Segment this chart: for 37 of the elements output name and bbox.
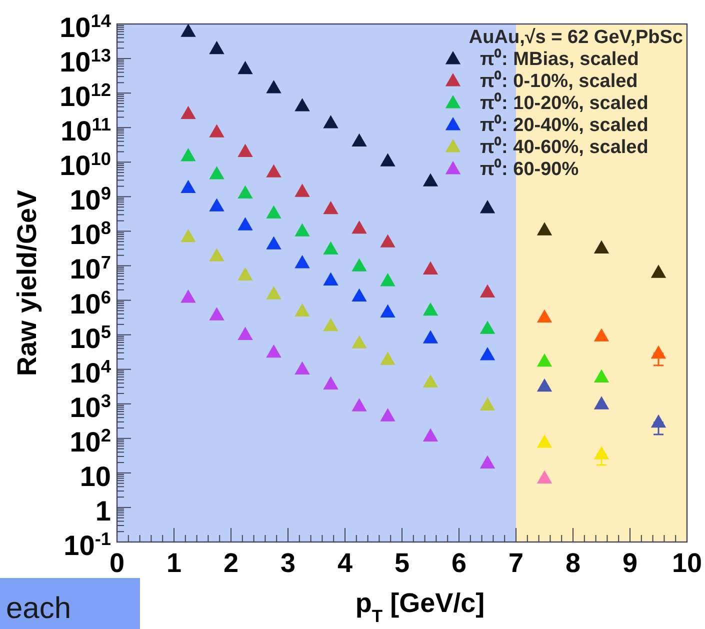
- x-tick-label: 3: [280, 548, 296, 578]
- y-tick-label: 10$^{4}$: [70, 356, 112, 388]
- x-tick-label: 0: [109, 548, 125, 578]
- legend-label: π⁰: 40-60%, scaled: [480, 136, 648, 158]
- y-tick-label: 10$^{9}$: [70, 184, 111, 216]
- y-tick-label: 10$^{13}$: [60, 46, 111, 78]
- x-axis-title: p$_{T}$ [GeV/c]: [355, 588, 485, 626]
- x-tick-label: 7: [508, 548, 524, 578]
- legend-label: π⁰: 20-40%, scaled: [480, 114, 648, 136]
- x-tick-label: 4: [337, 548, 353, 578]
- y-axis-title: Raw yield/GeV: [12, 190, 42, 376]
- x-tick-label: 5: [394, 548, 410, 578]
- legend-label: π⁰: 0-10%, scaled: [480, 70, 638, 92]
- x-tick-label: 6: [451, 548, 467, 578]
- x-tick-label: 1: [166, 548, 182, 578]
- legend-label: π⁰: 10-20%, scaled: [480, 92, 648, 114]
- y-tick-label: 10$^{-1}$: [64, 529, 111, 561]
- y-tick-label: 10$^{6}$: [70, 287, 111, 320]
- text: each: [6, 592, 72, 625]
- y-tick-label: 10$^{12}$: [60, 80, 111, 112]
- x-tick-label: 9: [622, 548, 638, 578]
- y-tick-label: 10$^{14}$: [60, 11, 112, 43]
- y-tick-label: 10: [80, 460, 111, 492]
- y-tick-label: 10$^{7}$: [70, 252, 111, 285]
- legend-label: π⁰: 60-90%: [480, 158, 579, 180]
- y-tick-label: 1: [95, 495, 111, 526]
- x-tick-label: 2: [223, 548, 239, 578]
- y-tick-label: 10$^{10}$: [60, 149, 111, 182]
- legend-label: π⁰: MBias, scaled: [480, 48, 639, 70]
- legend-title: AuAu,√s = 62 GeV,PbSc: [468, 27, 684, 48]
- x-tick-label: 8: [565, 548, 581, 578]
- y-tick-label: 10$^{3}$: [70, 390, 111, 423]
- x-tick-label: 10: [672, 548, 702, 578]
- y-tick-label: 10$^{11}$: [60, 114, 111, 147]
- y-tick-label: 10$^{5}$: [70, 322, 111, 354]
- y-tick-label: 10$^{2}$: [70, 425, 111, 458]
- y-tick-label: 10$^{8}$: [70, 218, 111, 250]
